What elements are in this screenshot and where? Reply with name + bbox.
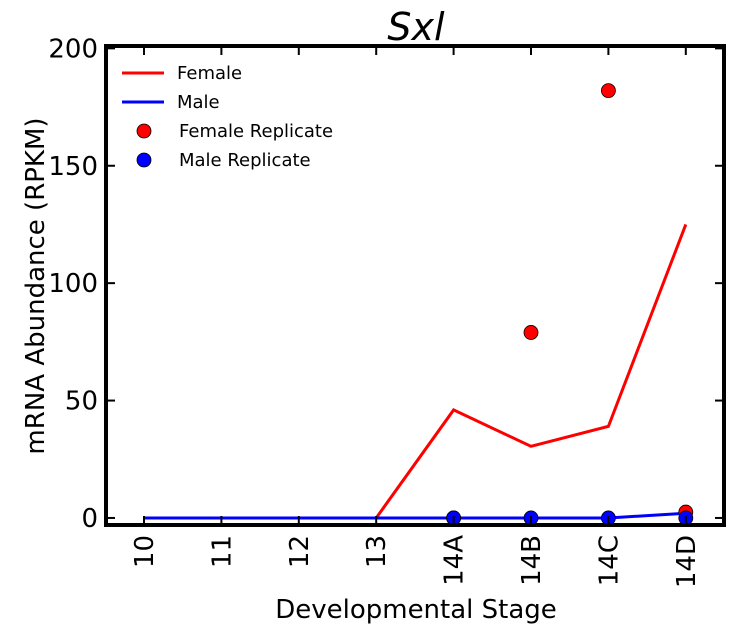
legend-label-male-replicate: Male Replicate [179, 150, 311, 171]
data-point-female-replicate [523, 325, 539, 340]
legend-swatch-female-replicate [136, 123, 152, 139]
y-axis-ticks: 0 50 100 150 200 [48, 34, 724, 534]
x-tick-label: 10 [130, 535, 160, 568]
series-line-female [144, 223, 688, 520]
x-tick-label: 14A [440, 535, 470, 586]
x-tick-label: 14C [594, 535, 624, 586]
plot-frame [104, 44, 726, 527]
legend-label-female: Female [177, 63, 242, 84]
y-tick-label: 0 [81, 504, 98, 534]
x-tick-label: 14B [517, 535, 547, 586]
x-axis-label: Developmental Stage [275, 595, 557, 625]
data-point-female-replicate [601, 83, 616, 99]
y-tick-label: 50 [65, 387, 98, 417]
x-tick-label: 14D [672, 535, 702, 588]
x-axis-ticks: 10 11 12 13 14A 14B 14C 14D [130, 46, 702, 588]
series-line-male [144, 511, 686, 520]
legend-label-male: Male [177, 92, 220, 113]
chart-title: Sxl [387, 5, 445, 49]
legend-label-female-replicate: Female Replicate [179, 121, 333, 142]
y-tick-label: 150 [48, 152, 98, 182]
x-tick-label: 13 [362, 535, 392, 568]
y-tick-label: 100 [48, 269, 98, 299]
legend: Female Male Female Replicate Male Replicate [122, 63, 333, 171]
y-axis-label: mRNA Abundance (RPKM) [21, 117, 51, 454]
x-tick-label: 12 [285, 535, 315, 568]
y-tick-label: 200 [48, 34, 98, 64]
legend-swatch-male-replicate [136, 152, 152, 168]
x-tick-label: 11 [207, 535, 237, 568]
